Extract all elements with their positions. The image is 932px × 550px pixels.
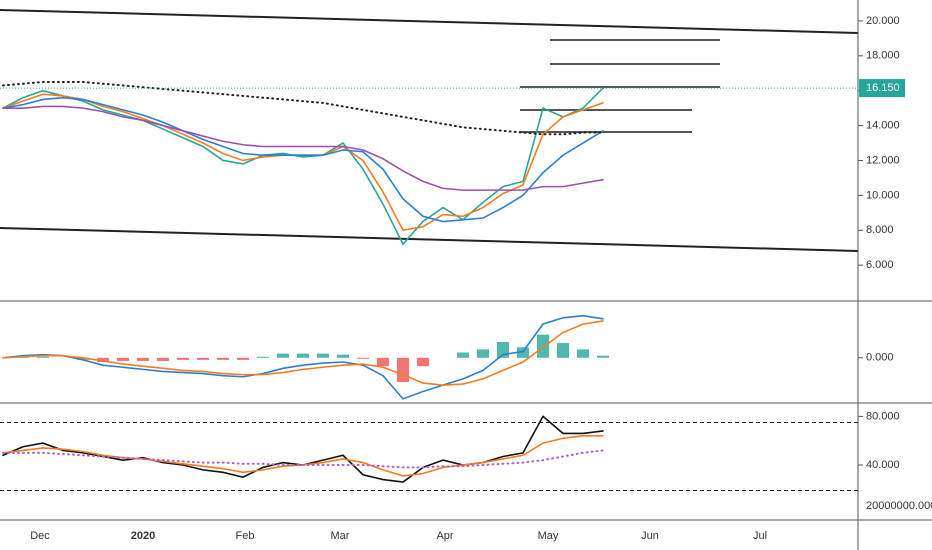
- histogram-bar: [217, 357, 229, 360]
- histogram-bar: [397, 357, 409, 382]
- y-tick-label: 18.000: [866, 50, 900, 62]
- histogram-bar: [177, 357, 189, 360]
- series-line: [2, 449, 604, 469]
- histogram-bar: [157, 357, 169, 361]
- y-tick-label: 0.000: [866, 352, 894, 364]
- y-tick-label: 12.000: [866, 154, 900, 166]
- histogram-bar: [537, 334, 549, 358]
- y-tick-label: 20.000: [866, 15, 900, 27]
- histogram-bar: [277, 353, 289, 358]
- histogram-bar: [317, 353, 329, 358]
- last-price-box: [859, 79, 905, 98]
- x-tick-label: Jun: [641, 530, 659, 542]
- series-line: [2, 87, 604, 246]
- series-line: [2, 80, 604, 136]
- histogram-bar: [377, 357, 389, 367]
- histogram-bar: [77, 357, 89, 360]
- last-price-label: 16.150: [866, 82, 900, 94]
- histogram-bar: [417, 357, 429, 367]
- histogram-bar: [137, 357, 149, 361]
- histogram-bar: [257, 356, 269, 358]
- histogram-bar: [297, 353, 309, 358]
- histogram-bar: [597, 355, 609, 358]
- x-tick-label: May: [538, 530, 559, 542]
- histogram-bar: [557, 343, 569, 358]
- series-line: [2, 96, 604, 223]
- series-line: [2, 314, 604, 400]
- y-tick-label: 14.000: [866, 119, 900, 131]
- x-tick-label: Feb: [236, 530, 255, 542]
- histogram-bar: [237, 357, 249, 360]
- histogram-bar: [357, 357, 369, 359]
- histogram-bar: [337, 354, 349, 358]
- series-line: [2, 320, 604, 386]
- x-tick-label: Mar: [331, 530, 350, 542]
- histogram-bar: [517, 347, 529, 358]
- y-tick-label: 8.000: [866, 224, 894, 236]
- histogram-bar: [97, 357, 109, 362]
- y-tick-label: 10.000: [866, 189, 900, 201]
- x-tick-label: 2020: [131, 530, 155, 542]
- histogram-bar: [197, 357, 209, 360]
- trend-line: [0, 227, 859, 252]
- histogram-bar: [577, 349, 589, 358]
- histogram-bar: [457, 352, 469, 358]
- volume-axis-label: 20000000.000: [866, 500, 932, 512]
- histogram-bar: [117, 357, 129, 361]
- histogram-bar: [477, 349, 489, 358]
- trend-line: [0, 9, 859, 34]
- x-tick-label: Jul: [753, 530, 767, 542]
- histogram-bar: [37, 356, 49, 358]
- x-tick-label: Dec: [30, 530, 50, 542]
- series-line: [2, 105, 604, 191]
- y-tick-label: 6.000: [866, 259, 894, 271]
- x-tick-label: Apr: [436, 530, 453, 542]
- y-tick-label: 80.000: [866, 410, 900, 422]
- y-tick-label: 40.000: [866, 459, 900, 471]
